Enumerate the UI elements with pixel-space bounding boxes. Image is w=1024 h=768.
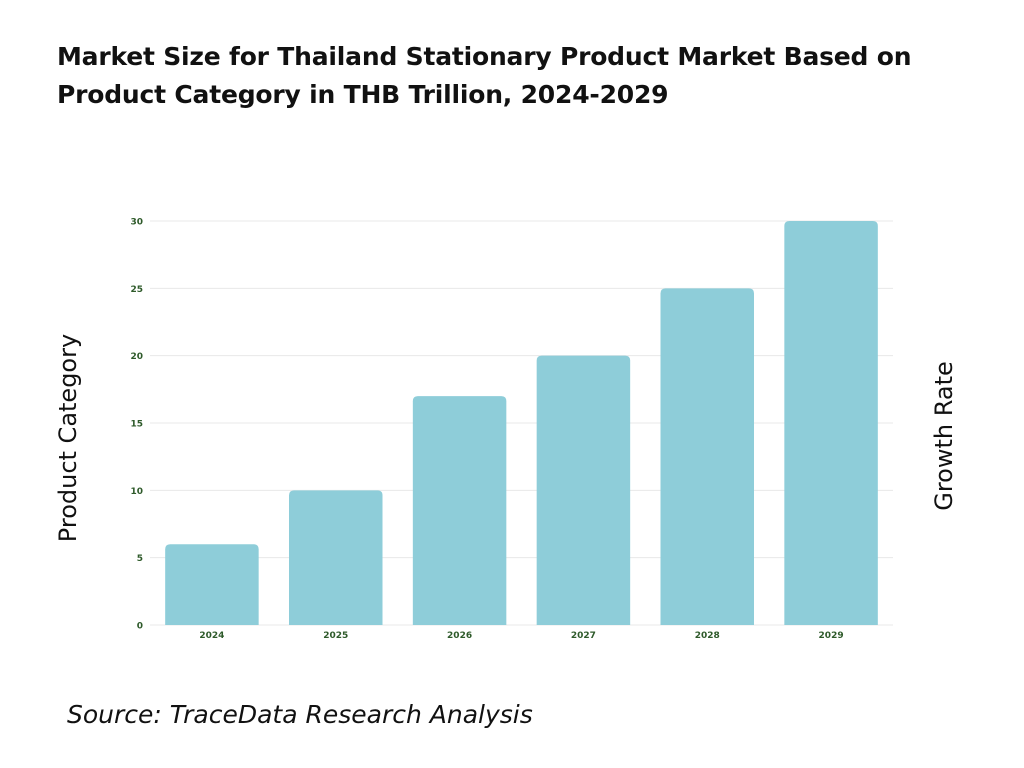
- source-note: Source: TraceData Research Analysis: [67, 700, 533, 729]
- bar-2025: [289, 490, 383, 625]
- x-tick-label: 2029: [819, 631, 844, 641]
- y-tick-label: 0: [137, 622, 143, 632]
- bars: [165, 221, 878, 625]
- bar-2027: [536, 355, 631, 625]
- y-tick-label: 15: [130, 420, 143, 430]
- y-tick-label: 20: [130, 352, 143, 362]
- y-tick-label: 30: [130, 218, 143, 228]
- gridlines: [150, 220, 893, 626]
- bar-2029: [784, 221, 878, 625]
- chart-title: Market Size for Thailand Stationary Prod…: [57, 42, 912, 109]
- y-tick-label: 25: [130, 285, 143, 295]
- bar-2024: [165, 544, 259, 625]
- x-tick-label: 2027: [571, 631, 596, 641]
- y-tick-label: 10: [130, 487, 143, 497]
- x-tick-label: 2026: [447, 631, 472, 641]
- y-tick-labels: 0 5 10 15 20 25 30: [130, 218, 143, 632]
- bar-2026: [412, 396, 507, 625]
- bar-2028: [660, 288, 754, 625]
- x-tick-labels: 2024 2025 2026 2027 2028 2029: [199, 631, 843, 641]
- y-tick-label: 5: [137, 554, 143, 564]
- x-tick-label: 2028: [695, 631, 720, 641]
- x-tick-label: 2025: [323, 631, 348, 641]
- x-tick-label: 2024: [199, 631, 224, 641]
